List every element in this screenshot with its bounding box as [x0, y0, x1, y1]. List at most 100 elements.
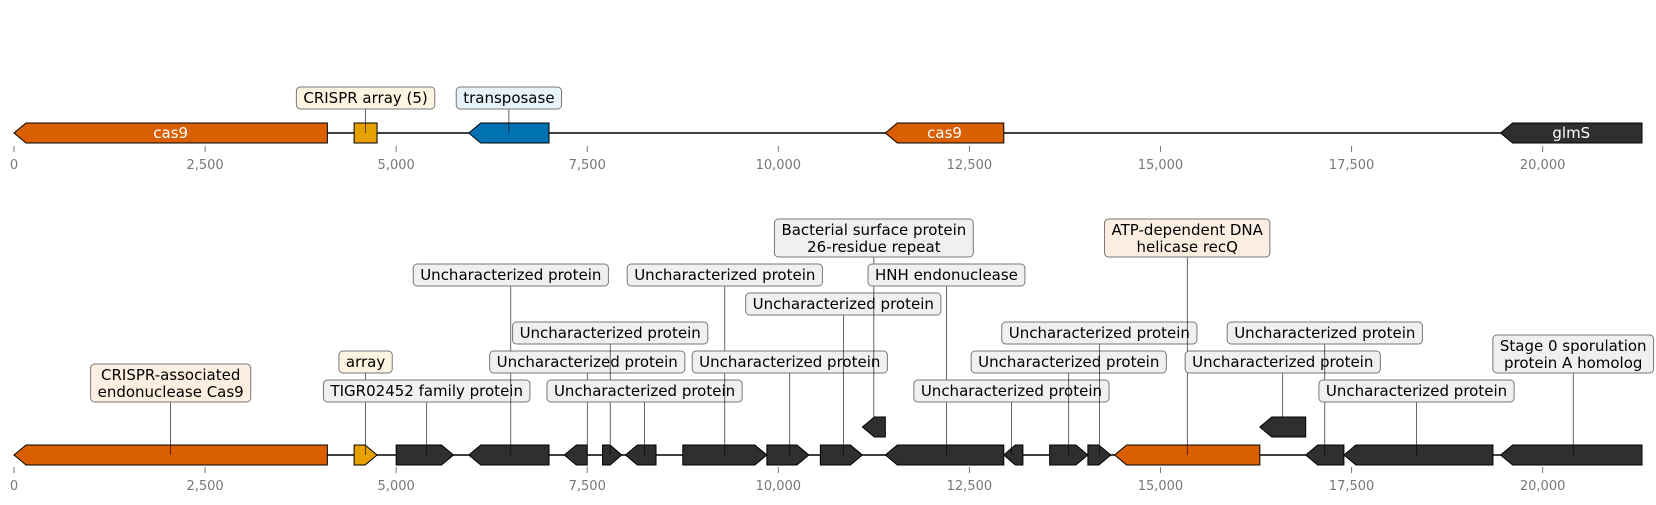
gene-label-line: Uncharacterized protein	[1234, 324, 1415, 342]
gene-arrow-other	[884, 444, 1005, 466]
gene-label: ATP-dependent DNA helicase recQ	[1112, 221, 1264, 256]
label-box	[512, 321, 709, 345]
tick-label: 20,000	[1520, 158, 1566, 173]
tick-label: 12,500	[947, 158, 993, 173]
gene-label-line: TIGR02452 family protein	[329, 382, 523, 400]
gene-label-line: Uncharacterized protein	[1009, 324, 1190, 342]
gene-label: CRISPR-associated endonuclease Cas9	[98, 366, 244, 401]
tick-label: 5,000	[378, 158, 415, 173]
gene-label-line: Uncharacterized protein	[420, 266, 601, 284]
gene-label-line: Uncharacterized protein	[978, 353, 1159, 371]
label-box	[1104, 218, 1271, 258]
gene-name: cas9	[153, 124, 188, 142]
gene-label-line: Bacterial surface protein	[781, 221, 966, 239]
gene-name: glmS	[1552, 124, 1590, 142]
label-box	[90, 363, 252, 403]
gene-label-line: Uncharacterized protein	[1192, 353, 1373, 371]
gene-label: Uncharacterized protein	[921, 382, 1102, 400]
label-box	[295, 86, 436, 110]
tick-label: 17,500	[1329, 158, 1375, 173]
gene-label: Uncharacterized protein	[699, 353, 880, 371]
tick-label: 2,500	[186, 158, 223, 173]
gene-label-line: ATP-dependent DNA	[1112, 221, 1264, 239]
gene-label: HNH endonuclease	[875, 266, 1018, 284]
tick-label: 5,000	[378, 479, 415, 494]
bottom-track: 0 2,500 5,000 7,500 10,000 12,500 15,000 17,500…	[10, 218, 1655, 494]
gene-label-line: protein A homolog	[1504, 354, 1642, 372]
label-box	[1001, 321, 1198, 345]
tick-label: 10,000	[756, 479, 802, 494]
gene-label: Uncharacterized protein	[520, 324, 701, 342]
gene-arrow-other	[1499, 444, 1643, 466]
label-box	[1184, 350, 1381, 374]
gene-label: array	[346, 353, 385, 371]
top-track: 0 2,500 5,000 7,500 10,000 12,500 15,000 17,500…	[10, 86, 1643, 173]
gene-label-line: Uncharacterized protein	[497, 353, 678, 371]
label-box	[913, 379, 1110, 403]
gene-arrow-other	[861, 416, 886, 438]
label-box	[745, 292, 942, 316]
label-box	[412, 263, 609, 287]
gene-label-line: array	[346, 353, 385, 371]
gene-label-line: Uncharacterized protein	[554, 382, 735, 400]
label-box	[1318, 379, 1515, 403]
tick-label: 20,000	[1520, 479, 1566, 494]
label-box	[455, 86, 563, 110]
gene-arrow-other	[1343, 444, 1494, 466]
gene-label-line: Stage 0 sporulation	[1500, 337, 1647, 355]
gene-label-line: 26-residue repeat	[807, 238, 941, 256]
gene-label-line: Uncharacterized protein	[1326, 382, 1507, 400]
label-box	[489, 350, 686, 374]
tick-label: 15,000	[1138, 479, 1184, 494]
tick-label: 0	[10, 479, 18, 494]
label-box	[1226, 321, 1423, 345]
gene-label: Uncharacterized protein	[1326, 382, 1507, 400]
label-box	[338, 350, 393, 374]
gene-label: Uncharacterized protein	[978, 353, 1159, 371]
gene-label-line: Uncharacterized protein	[634, 266, 815, 284]
gene-label-line: endonuclease Cas9	[98, 383, 244, 401]
gene-arrow-other	[563, 444, 588, 466]
gene-label: Uncharacterized protein	[1009, 324, 1190, 342]
gene-arrow-other	[467, 444, 550, 466]
tick-label: 12,500	[947, 479, 993, 494]
gene-arrow-other	[624, 444, 657, 466]
gene-label-line: Uncharacterized protein	[520, 324, 701, 342]
label-box	[773, 218, 974, 258]
gene-label: Stage 0 sporulation protein A homolog	[1500, 337, 1647, 372]
gene-arrow-other	[766, 444, 810, 466]
label-box	[626, 263, 823, 287]
gene-label: TIGR02452 family protein	[329, 382, 523, 400]
gene-arrow-other	[819, 444, 864, 466]
gene-label: transposase	[463, 89, 554, 107]
label-box	[867, 263, 1026, 287]
gene-arrow-cas9	[13, 122, 328, 144]
tick-label: 0	[10, 158, 18, 173]
gene-arrow-cas9	[884, 122, 1005, 144]
tick-label: 7,500	[569, 158, 606, 173]
gene-label-line: Uncharacterized protein	[921, 382, 1102, 400]
tick-label: 2,500	[186, 479, 223, 494]
gene-label-line: helicase recQ	[1137, 238, 1238, 256]
gene-label-line: CRISPR array (5)	[303, 89, 427, 107]
tick-label: 15,000	[1138, 158, 1184, 173]
gene-label: Uncharacterized protein	[1192, 353, 1373, 371]
label-box	[1492, 334, 1655, 374]
gene-label-line: Uncharacterized protein	[699, 353, 880, 371]
gene-label: Uncharacterized protein	[420, 266, 601, 284]
label-box	[970, 350, 1167, 374]
label-box	[546, 379, 743, 403]
gene-arrow-other	[1259, 416, 1307, 438]
gene-label: Bacterial surface protein 26-residue repe…	[781, 221, 966, 256]
gene-label: Uncharacterized protein	[554, 382, 735, 400]
gene-label: Uncharacterized protein	[753, 295, 934, 313]
label-box	[691, 350, 888, 374]
gene-arrow-other	[1003, 444, 1024, 466]
gene-name: cas9	[927, 124, 962, 142]
gene-label-line: transposase	[463, 89, 554, 107]
gene-arrow-other	[602, 444, 623, 466]
gene-label-line: Uncharacterized protein	[753, 295, 934, 313]
tick-label: 10,000	[756, 158, 802, 173]
gene-label-line: CRISPR-associated	[101, 366, 240, 384]
